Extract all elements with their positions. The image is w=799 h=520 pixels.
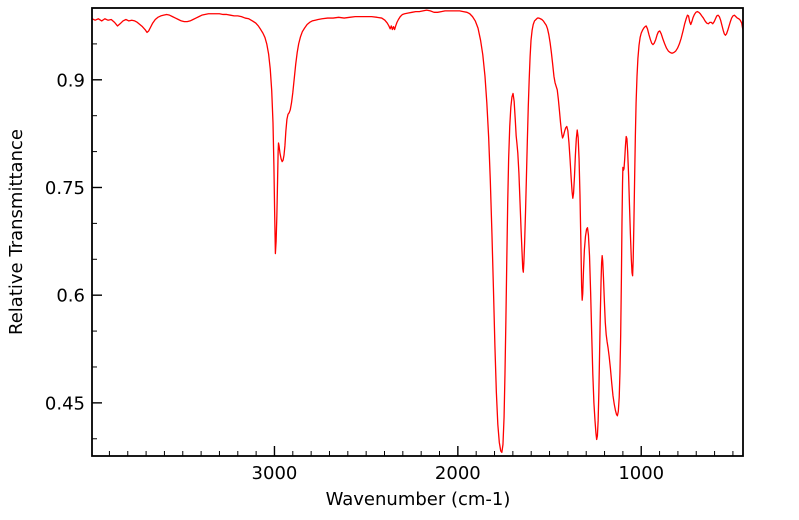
- x-tick-label: 3000: [252, 463, 298, 484]
- x-axis-label: Wavenumber (cm-1): [326, 489, 511, 510]
- y-tick-label: 0.75: [45, 178, 85, 199]
- spectrum-line: [92, 9, 743, 454]
- y-axis-label: Relative Transmittance: [6, 129, 27, 335]
- y-tick-label: 0.45: [45, 393, 85, 414]
- x-tick-label: 2000: [435, 463, 481, 484]
- x-tick-label: 1000: [618, 463, 664, 484]
- plot-area: 3000 2000 1000 0.45 0.6 0.75 0.9: [45, 7, 744, 484]
- plot-frame: [91, 7, 744, 457]
- y-tick-label: 0.9: [56, 70, 85, 91]
- y-tick-label: 0.6: [56, 286, 85, 307]
